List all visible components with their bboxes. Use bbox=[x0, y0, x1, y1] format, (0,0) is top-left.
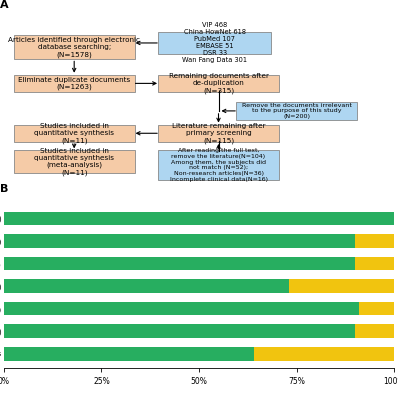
Bar bbox=[4, 234, 355, 248]
Text: Remove the documents irrelevant
to the purpose of this study
(N=200): Remove the documents irrelevant to the p… bbox=[242, 103, 351, 119]
FancyBboxPatch shape bbox=[158, 32, 271, 54]
FancyBboxPatch shape bbox=[158, 75, 279, 92]
Bar bbox=[4, 279, 289, 293]
Text: Studies included in
quantitative synthesis
(meta-analysis)
(N=11): Studies included in quantitative synthes… bbox=[34, 148, 114, 176]
Bar bbox=[4, 347, 254, 360]
Bar bbox=[4, 257, 355, 270]
FancyBboxPatch shape bbox=[236, 102, 357, 120]
Text: Articles identified through electronic
database searching;
(N=1578): Articles identified through electronic d… bbox=[8, 37, 140, 58]
Text: Literature remaining after
primary screening
(N=115): Literature remaining after primary scree… bbox=[172, 123, 265, 144]
FancyBboxPatch shape bbox=[14, 75, 135, 92]
FancyBboxPatch shape bbox=[158, 125, 279, 142]
FancyBboxPatch shape bbox=[14, 150, 135, 173]
Bar bbox=[4, 302, 359, 316]
FancyBboxPatch shape bbox=[158, 150, 279, 180]
Text: VIP 468
China HowNet 618
PubMed 107
EMBASE 51
DSR 33
Wan Fang Data 301: VIP 468 China HowNet 618 PubMed 107 EMBA… bbox=[182, 22, 247, 64]
Bar bbox=[254, 347, 394, 360]
Text: After reading the full text,
remove the literature(N=104)
Among them, the subjec: After reading the full text, remove the … bbox=[170, 148, 267, 182]
Text: B: B bbox=[0, 184, 8, 194]
Text: Studies included in
quantitative synthesis
(N=11): Studies included in quantitative synthes… bbox=[34, 123, 114, 144]
Bar bbox=[359, 302, 394, 316]
Bar bbox=[355, 257, 394, 270]
Text: A: A bbox=[0, 0, 9, 10]
Bar bbox=[4, 324, 355, 338]
Bar bbox=[4, 212, 394, 225]
Bar bbox=[355, 324, 394, 338]
Text: Remaining documents after
de-duplication
(N=315): Remaining documents after de-duplication… bbox=[168, 73, 269, 94]
Bar bbox=[289, 279, 394, 293]
FancyBboxPatch shape bbox=[14, 35, 135, 59]
Bar bbox=[355, 234, 394, 248]
Text: Eliminate duplicate documents
(N=1263): Eliminate duplicate documents (N=1263) bbox=[18, 77, 130, 90]
FancyBboxPatch shape bbox=[14, 125, 135, 142]
